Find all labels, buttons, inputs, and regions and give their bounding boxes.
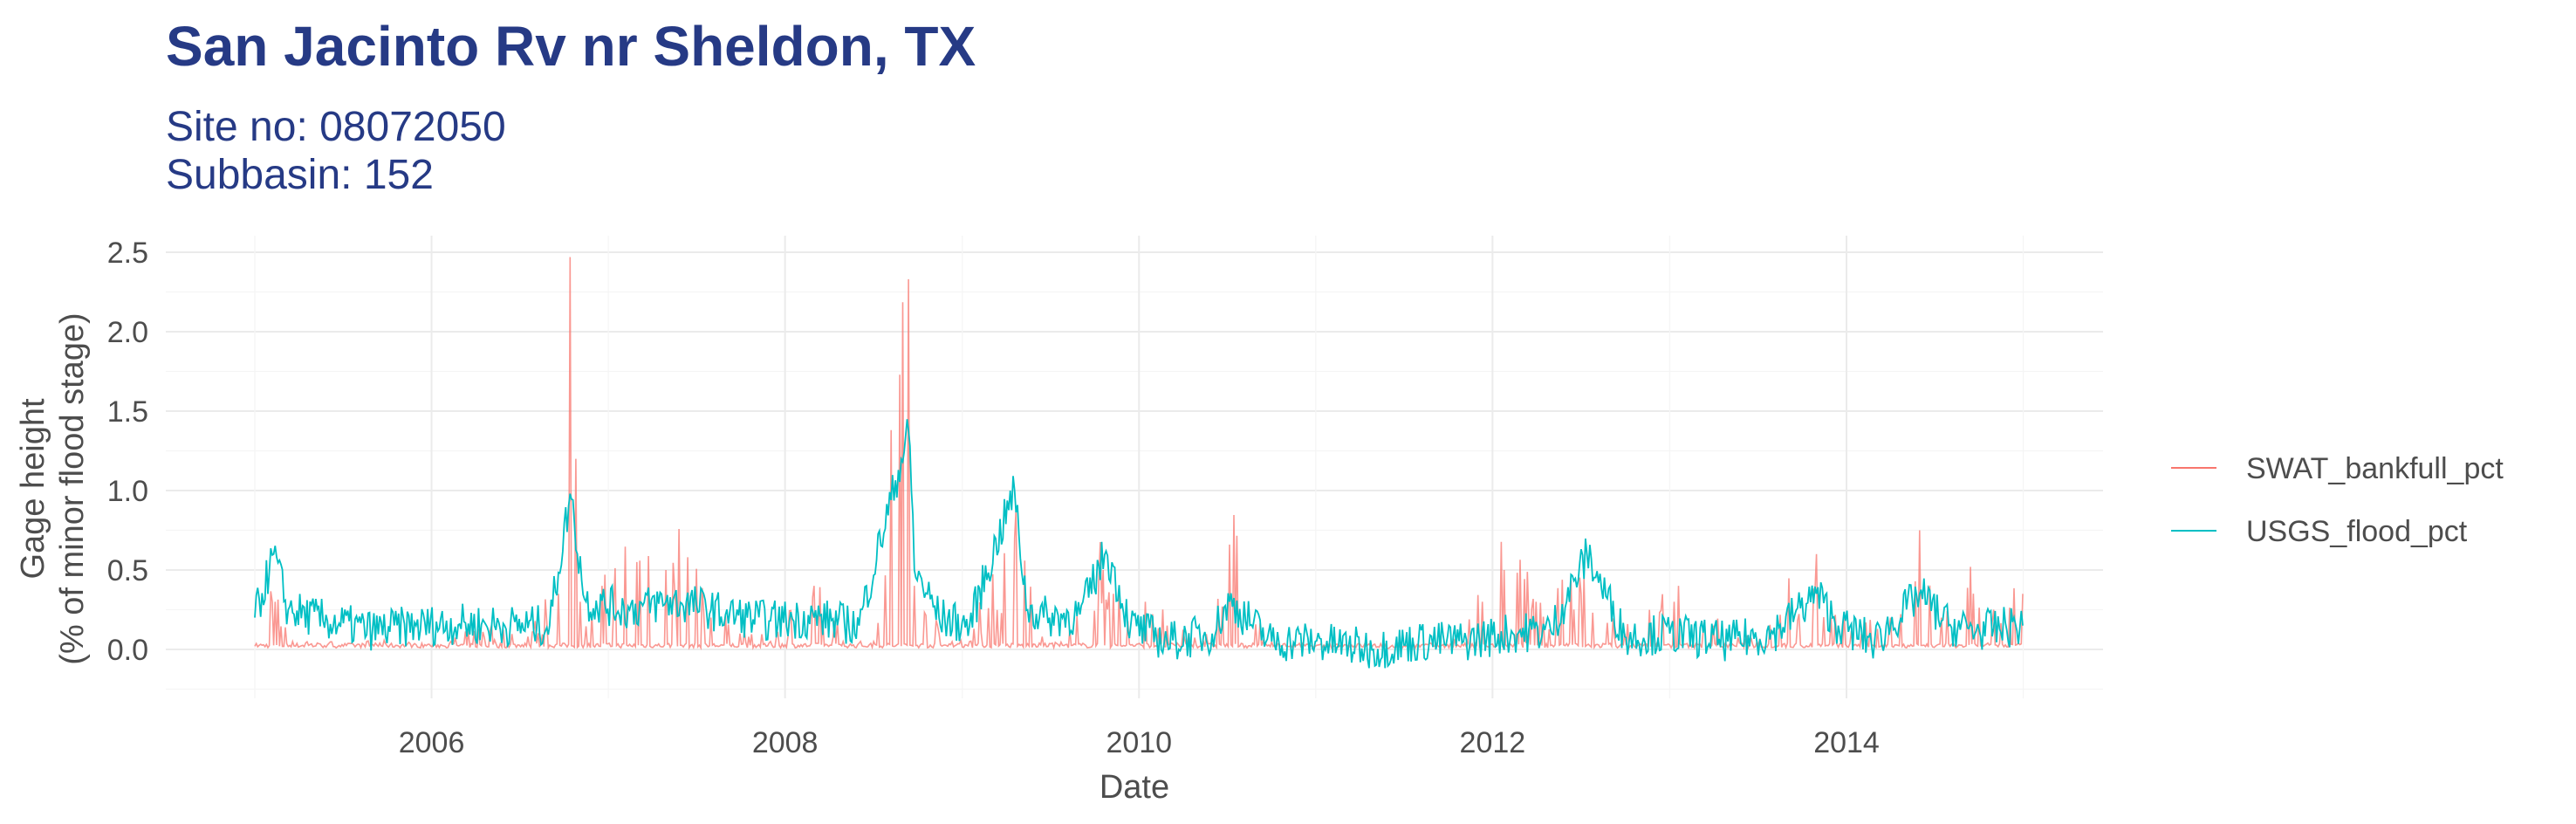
y-axis-title-line1: Gage height [15, 398, 51, 579]
legend-label-SWAT_bankfull_pct: SWAT_bankfull_pct [2246, 452, 2504, 485]
x-tick-label: 2010 [1106, 726, 1172, 759]
y-tick-label: 0.5 [107, 554, 148, 587]
x-axis-ticks: 2006 2008 2010 2012 2014 [399, 726, 1880, 759]
plot-grid [166, 236, 2103, 698]
x-axis-title: Date [1100, 769, 1169, 806]
y-tick-label: 1.0 [107, 475, 148, 508]
chart-subtitle-site: Site no: 08072050 [166, 104, 506, 150]
x-tick-label: 2008 [752, 726, 819, 759]
series-line-USGS_flood_pct [254, 419, 2024, 669]
y-tick-label: 0.0 [107, 634, 148, 667]
x-tick-label: 2014 [1813, 726, 1880, 759]
y-axis-ticks: 0.0 0.5 1.0 1.5 2.0 2.5 [107, 237, 148, 667]
legend-label-USGS_flood_pct: USGS_flood_pct [2246, 515, 2468, 548]
data-series [254, 257, 2024, 669]
y-tick-label: 1.5 [107, 395, 148, 429]
y-axis-title-line2: (% of minor flood stage) [54, 312, 91, 664]
y-tick-label: 2.0 [107, 316, 148, 349]
legend: SWAT_bankfull_pct USGS_flood_pct [2171, 452, 2504, 548]
y-tick-label: 2.5 [107, 237, 148, 270]
chart-title: San Jacinto Rv nr Sheldon, TX [166, 15, 976, 78]
x-tick-label: 2012 [1460, 726, 1526, 759]
x-tick-label: 2006 [399, 726, 465, 759]
chart-subtitle-subbasin: Subbasin: 152 [166, 152, 434, 198]
series-line-SWAT_bankfull_pct [254, 257, 2024, 651]
